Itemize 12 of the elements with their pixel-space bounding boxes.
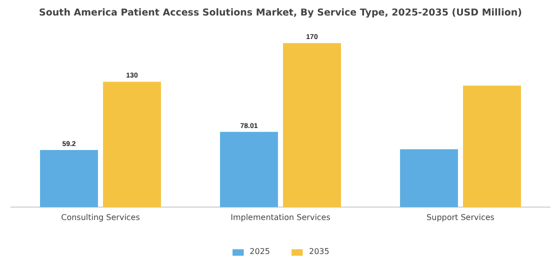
bar xyxy=(463,86,521,208)
x-tick-label: Support Services xyxy=(426,213,494,222)
x-tick-label: Implementation Services xyxy=(230,213,330,222)
bar xyxy=(400,149,458,208)
bar xyxy=(220,132,278,208)
legend-label: 2035 xyxy=(309,247,330,256)
chart-title: South America Patient Access Solutions Market, By Service Type, 2025-2035 (USD Million) xyxy=(39,8,522,18)
bar xyxy=(40,150,98,208)
x-tick-label: Consulting Services xyxy=(61,213,140,222)
bar xyxy=(103,82,161,208)
bar xyxy=(283,43,341,208)
legend-label: 2025 xyxy=(250,247,270,256)
